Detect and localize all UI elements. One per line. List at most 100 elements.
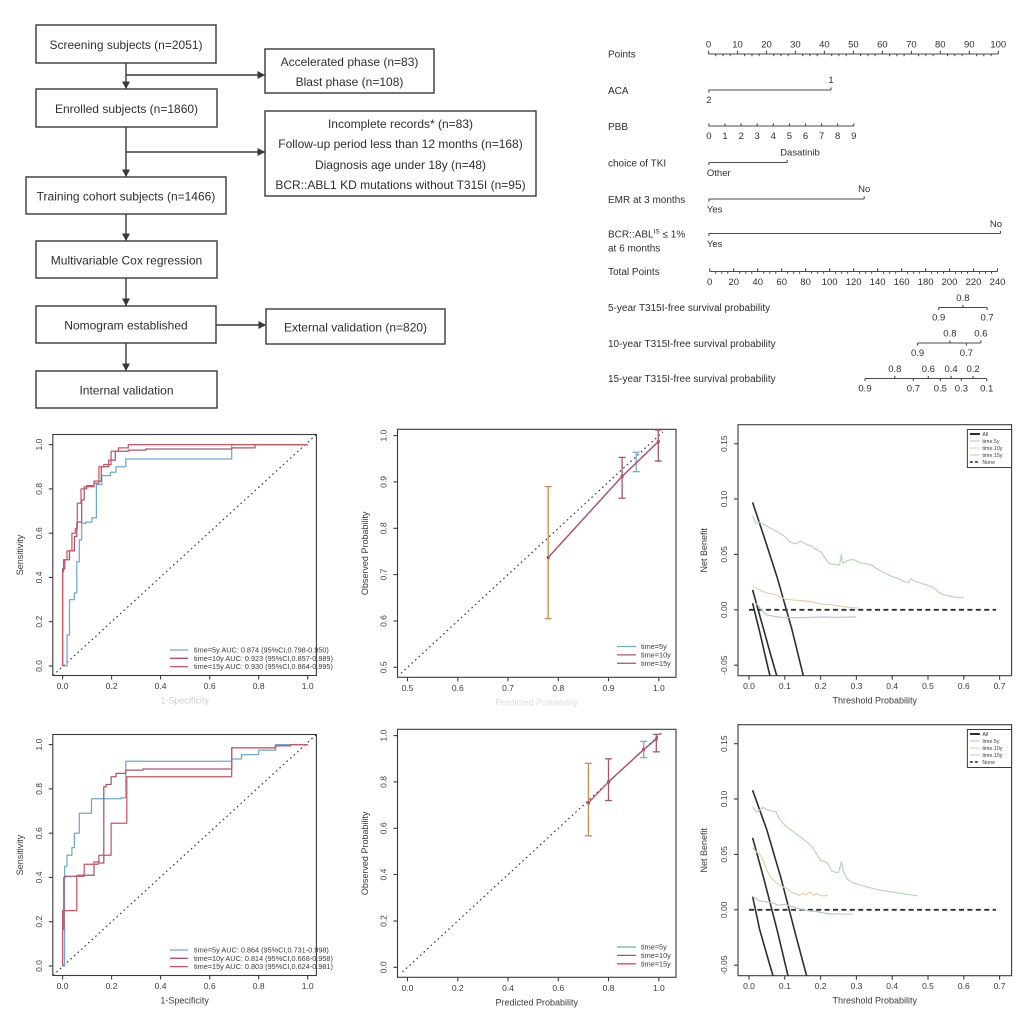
svg-text:0.6: 0.6 (204, 981, 216, 991)
svg-text:40: 40 (819, 40, 830, 51)
svg-text:0.8: 0.8 (943, 329, 956, 340)
svg-text:time=15y: time=15y (641, 959, 671, 968)
svg-text:0.4: 0.4 (886, 681, 898, 691)
svg-text:time.15y: time.15y (982, 453, 1002, 459)
svg-text:Predicted Probability: Predicted Probability (496, 997, 579, 1007)
svg-text:BCR::ABL1 KD mutations without: BCR::ABL1 KD mutations without T315I (n=… (275, 178, 525, 192)
svg-text:time=10y: time=10y (641, 650, 671, 659)
svg-text:0.3: 0.3 (955, 384, 968, 395)
svg-text:No: No (990, 219, 1002, 230)
svg-text:200: 200 (942, 277, 958, 288)
svg-text:time=15y AUC: 0.930 (95%CI,0.8: time=15y AUC: 0.930 (95%CI,0.864-0.995) (194, 662, 333, 671)
svg-text:0.0: 0.0 (57, 681, 69, 691)
svg-text:All: All (982, 732, 988, 738)
svg-text:Yes: Yes (707, 205, 723, 216)
svg-text:0.0: 0.0 (379, 961, 389, 973)
svg-text:0.2: 0.2 (106, 681, 118, 691)
svg-text:Observed Probability: Observed Probability (360, 511, 370, 595)
svg-text:0.2: 0.2 (106, 981, 118, 991)
svg-text:8: 8 (835, 131, 840, 142)
svg-text:0.2: 0.2 (34, 616, 44, 628)
svg-text:0.5: 0.5 (922, 981, 934, 991)
svg-text:90: 90 (964, 40, 975, 51)
svg-text:0.6: 0.6 (922, 364, 935, 375)
svg-text:180: 180 (918, 277, 934, 288)
svg-text:1.0: 1.0 (653, 683, 665, 693)
svg-text:0.4: 0.4 (502, 983, 514, 993)
svg-text:0.3: 0.3 (850, 681, 862, 691)
svg-text:Net Benefit: Net Benefit (699, 527, 709, 572)
svg-text:0.4: 0.4 (155, 981, 167, 991)
svg-text:0.10: 0.10 (719, 790, 729, 807)
svg-text:2: 2 (706, 95, 711, 106)
svg-text:0.8: 0.8 (956, 293, 969, 304)
svg-text:0.0: 0.0 (743, 681, 755, 691)
svg-text:0.7: 0.7 (379, 568, 389, 580)
svg-text:time=5y AUC: 0.864 (95%CI,0.73: time=5y AUC: 0.864 (95%CI,0.731-0.998) (194, 946, 329, 955)
svg-text:0.8: 0.8 (603, 983, 615, 993)
svg-text:time.5y: time.5y (982, 439, 999, 445)
svg-text:140: 140 (870, 277, 886, 288)
svg-text:0.6: 0.6 (958, 681, 970, 691)
svg-text:time.10y: time.10y (982, 746, 1002, 752)
svg-text:100: 100 (822, 277, 838, 288)
svg-text:0.6: 0.6 (34, 527, 44, 539)
svg-text:0.8: 0.8 (379, 522, 389, 534)
svg-text:-0.05: -0.05 (719, 955, 729, 975)
svg-text:Internal validation: Internal validation (79, 384, 173, 398)
svg-text:0: 0 (707, 277, 712, 288)
svg-text:20: 20 (728, 277, 739, 288)
svg-text:0.2: 0.2 (452, 983, 464, 993)
svg-text:Total Points: Total Points (608, 267, 660, 278)
svg-text:BCR::ABLIS ≤ 1%: BCR::ABLIS ≤ 1% (608, 229, 685, 241)
svg-text:0.7: 0.7 (502, 683, 514, 693)
svg-text:time=15y: time=15y (641, 659, 671, 668)
svg-text:No: No (858, 184, 870, 195)
svg-text:0.8: 0.8 (253, 681, 265, 691)
svg-text:0.5: 0.5 (934, 384, 947, 395)
svg-text:0.6: 0.6 (34, 827, 44, 839)
svg-text:0.4: 0.4 (886, 981, 898, 991)
svg-text:0: 0 (706, 40, 711, 51)
svg-text:0.2: 0.2 (815, 981, 827, 991)
svg-text:Follow-up period less than 12: Follow-up period less than 12 months (n=… (278, 137, 522, 151)
svg-text:Blast phase (n=108): Blast phase (n=108) (296, 75, 404, 89)
svg-text:time=10y AUC: 0.923 (95%CI,0.8: time=10y AUC: 0.923 (95%CI,0.857-0.989) (194, 654, 333, 663)
svg-text:1.0: 1.0 (34, 438, 44, 450)
svg-text:Screening subjects (n=2051): Screening subjects (n=2051) (49, 38, 202, 52)
svg-text:0.3: 0.3 (850, 981, 862, 991)
svg-text:160: 160 (894, 277, 910, 288)
svg-text:0.2: 0.2 (815, 681, 827, 691)
svg-text:at 6 months: at 6 months (608, 244, 660, 255)
svg-text:External validation (n=820): External validation (n=820) (284, 321, 427, 335)
svg-text:0.8: 0.8 (379, 776, 389, 788)
svg-text:5-year T315I-free survival pro: 5-year T315I-free survival probability (608, 303, 770, 314)
svg-text:0.15: 0.15 (719, 735, 729, 752)
svg-text:1.0: 1.0 (653, 983, 665, 993)
svg-text:0.8: 0.8 (34, 783, 44, 795)
svg-text:1.0: 1.0 (379, 429, 389, 441)
svg-text:70: 70 (906, 40, 917, 51)
svg-text:0.05: 0.05 (719, 846, 729, 863)
svg-text:40: 40 (752, 277, 763, 288)
svg-text:time=10y: time=10y (641, 951, 671, 960)
svg-text:0.6: 0.6 (958, 981, 970, 991)
svg-text:Yes: Yes (707, 239, 723, 250)
svg-text:0.1: 0.1 (779, 681, 791, 691)
svg-text:0.6: 0.6 (379, 822, 389, 834)
svg-text:0.15: 0.15 (719, 435, 729, 452)
svg-text:30: 30 (790, 40, 801, 51)
svg-text:0: 0 (706, 131, 711, 142)
svg-text:0.4: 0.4 (155, 681, 167, 691)
svg-text:Enrolled subjects (n=1860): Enrolled subjects (n=1860) (55, 102, 198, 116)
svg-text:choice of TKI: choice of TKI (608, 159, 666, 170)
svg-text:Sensitivity: Sensitivity (15, 534, 25, 575)
svg-text:0.9: 0.9 (379, 476, 389, 488)
svg-text:0.5: 0.5 (379, 661, 389, 673)
svg-text:PBB: PBB (608, 122, 628, 133)
svg-text:0.4: 0.4 (34, 871, 44, 883)
svg-text:Observed Probability: Observed Probability (360, 811, 370, 895)
svg-text:0.9: 0.9 (858, 384, 871, 395)
svg-text:1.0: 1.0 (302, 981, 314, 991)
svg-text:0.0: 0.0 (402, 983, 414, 993)
